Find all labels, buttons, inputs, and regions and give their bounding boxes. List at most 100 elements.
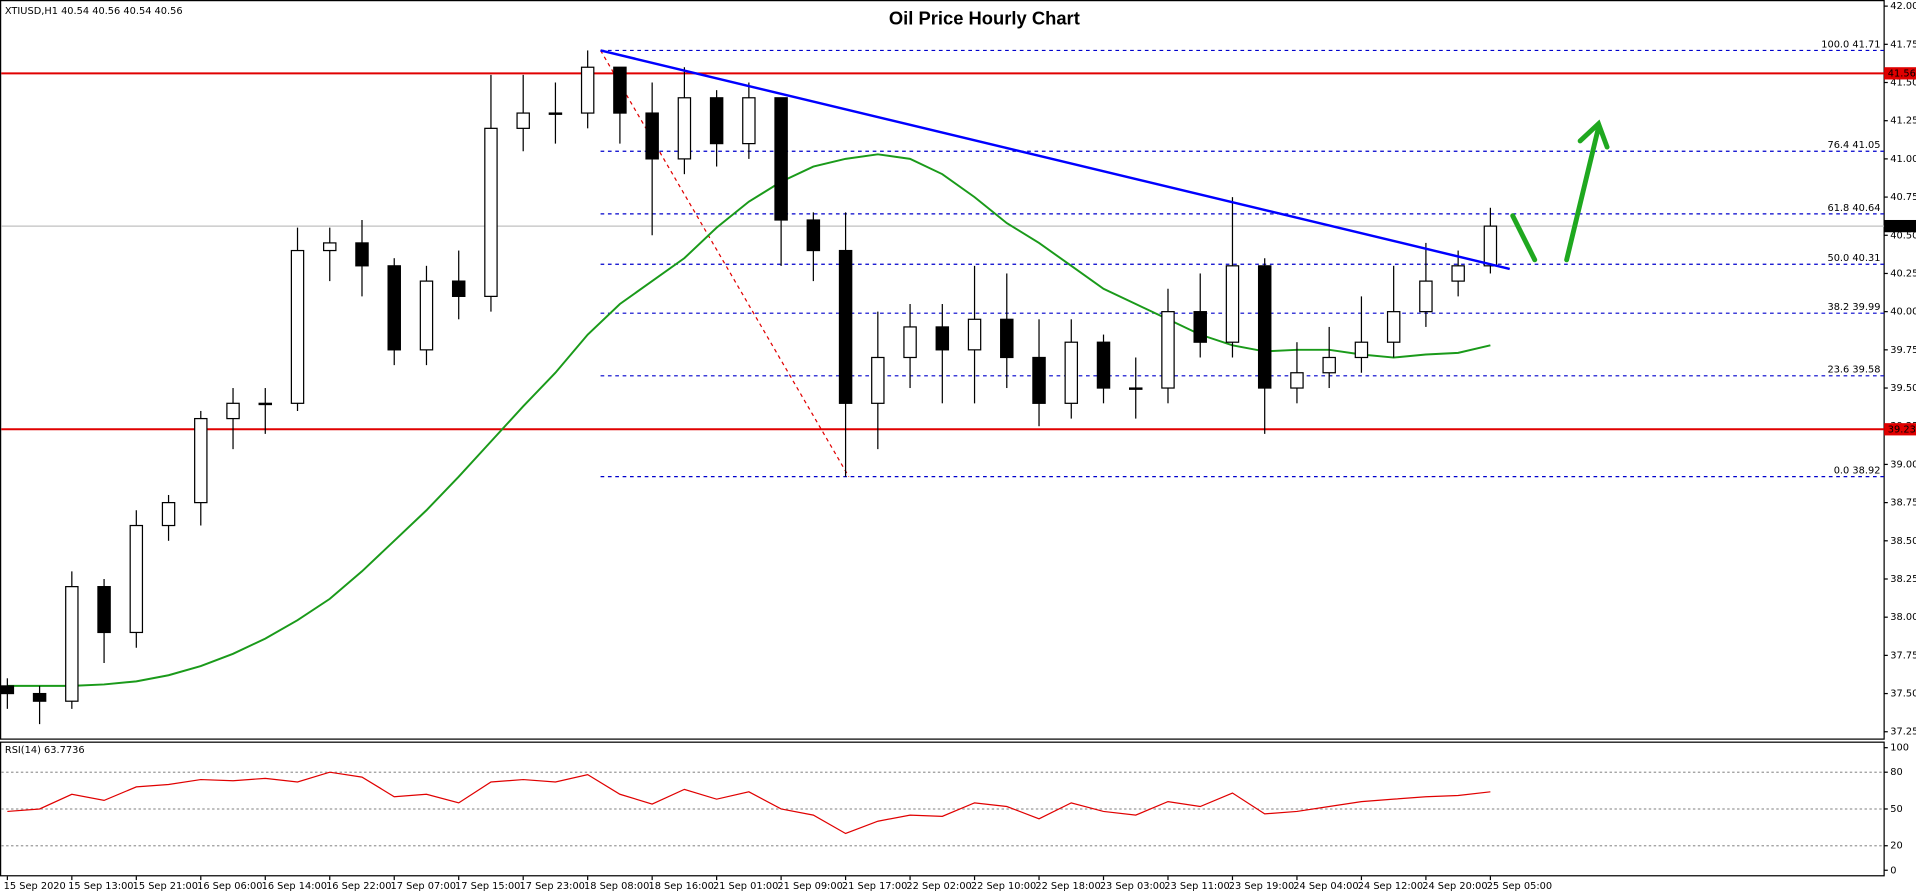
moving-average — [7, 153, 1491, 687]
level-box — [1884, 423, 1916, 436]
current-price-box — [1884, 219, 1916, 233]
candle-body — [65, 586, 79, 702]
candle-body — [129, 524, 144, 634]
current-price-label: 40.56 — [1888, 221, 1916, 232]
x-tick-label: 24 Sep 04:00 — [1293, 881, 1358, 892]
x-tick-label: 17 Sep 07:00 — [391, 881, 456, 892]
fib-label: 100.0 41.71 — [1821, 39, 1880, 50]
candle-body — [742, 97, 756, 145]
x-tick-label: 24 Sep 20:00 — [1422, 881, 1487, 892]
rsi-tick-label: 80 — [1890, 767, 1902, 778]
x-tick-label: 16 Sep 22:00 — [326, 881, 391, 892]
arrow-up — [1564, 125, 1601, 263]
candle-body — [1064, 341, 1079, 404]
candle-body — [1257, 265, 1272, 389]
trendline — [600, 49, 1511, 271]
candle-body — [645, 112, 659, 160]
y-tick-label: 42.00 — [1890, 1, 1916, 12]
x-tick-label: 23 Sep 11:00 — [1164, 881, 1229, 892]
candle-body — [1483, 225, 1498, 267]
x-tick-label: 21 Sep 09:00 — [777, 881, 842, 892]
rsi-tick-label: 100 — [1890, 743, 1909, 754]
candle-body — [451, 280, 466, 297]
candle-body — [677, 97, 692, 160]
fib-label: 76.4 41.05 — [1827, 140, 1880, 151]
x-tick-label: 21 Sep 17:00 — [842, 881, 907, 892]
arrow-head — [1577, 119, 1610, 150]
candle-body — [1290, 372, 1304, 389]
x-tick-label: 24 Sep 12:00 — [1358, 881, 1423, 892]
y-tick-label: 39.75 — [1890, 345, 1916, 356]
symbol-header: XTIUSD,H1 40.54 40.56 40.54 40.56 — [5, 6, 183, 17]
candle-body — [290, 249, 305, 404]
candle-body — [387, 265, 401, 351]
candle-body — [1419, 280, 1433, 313]
level-box — [1884, 67, 1916, 80]
candle-body — [516, 112, 530, 129]
fib-label: 0.0 38.92 — [1834, 466, 1881, 477]
x-tick-label: 17 Sep 15:00 — [455, 881, 520, 892]
candle-body — [1225, 265, 1240, 343]
candle-body — [1354, 341, 1369, 359]
y-tick-label: 38.50 — [1890, 536, 1916, 547]
candle-body — [355, 242, 369, 267]
candle-body — [1322, 356, 1336, 374]
y-tick-label: 40.25 — [1890, 268, 1916, 279]
y-tick-label: 41.25 — [1890, 116, 1916, 127]
candle-body — [1096, 341, 1111, 389]
candle-body — [838, 249, 853, 404]
x-tick-label: 23 Sep 19:00 — [1229, 881, 1294, 892]
x-tick-label: 18 Sep 16:00 — [648, 881, 713, 892]
x-tick-label: 16 Sep 14:00 — [262, 881, 327, 892]
fib-swing — [600, 50, 850, 477]
x-tick-label: 22 Sep 18:00 — [1035, 881, 1100, 892]
y-tick-label: 38.75 — [1890, 498, 1916, 509]
arrow-pullback — [1510, 213, 1538, 263]
candle-body — [419, 280, 434, 351]
candle-body — [709, 97, 724, 145]
x-tick-label: 16 Sep 06:00 — [197, 881, 262, 892]
x-tick-label: 23 Sep 03:00 — [1100, 881, 1165, 892]
candle-body — [613, 66, 627, 114]
candle-body — [32, 692, 47, 702]
candle-body — [871, 356, 885, 404]
candle-body — [0, 685, 15, 695]
y-tick-label: 38.00 — [1890, 612, 1916, 623]
fib-label: 23.6 39.58 — [1827, 365, 1880, 376]
x-tick-label: 21 Sep 01:00 — [713, 881, 778, 892]
y-tick-label: 37.25 — [1890, 727, 1916, 738]
y-tick-label: 38.25 — [1890, 574, 1916, 585]
y-tick-label: 39.00 — [1890, 459, 1916, 470]
fib-label: 38.2 39.99 — [1827, 302, 1880, 313]
y-tick-label: 37.75 — [1890, 650, 1916, 661]
chart-title: Oil Price Hourly Chart — [889, 7, 1080, 28]
candle-body — [1129, 387, 1143, 390]
x-tick-label: 15 Sep 2020 — [4, 881, 66, 892]
rsi-tick-label: 0 — [1890, 865, 1896, 876]
candle-body — [1193, 311, 1207, 343]
x-tick-label: 22 Sep 10:00 — [971, 881, 1036, 892]
candle-body — [806, 219, 821, 252]
x-tick-label: 22 Sep 02:00 — [906, 881, 971, 892]
candle-body — [323, 242, 337, 252]
y-tick-label: 41.50 — [1890, 78, 1916, 89]
level-label: 41.56 — [1888, 68, 1916, 79]
rsi-panel — [0, 741, 1885, 877]
candle-body — [226, 402, 240, 420]
x-tick-label: 18 Sep 08:00 — [584, 881, 649, 892]
candle-body — [258, 402, 273, 406]
rsi-title: RSI(14) 63.7736 — [5, 745, 85, 756]
x-tick-label: 17 Sep 23:00 — [520, 881, 585, 892]
candle-body — [484, 127, 498, 297]
rsi-tick-label: 50 — [1890, 804, 1902, 815]
x-tick-label: 25 Sep 05:00 — [1487, 881, 1552, 892]
y-tick-label: 41.00 — [1890, 154, 1916, 165]
rsi-tick-label: 20 — [1890, 841, 1902, 852]
candle-body — [1386, 311, 1401, 343]
candle-body — [903, 326, 917, 359]
x-tick-label: 15 Sep 21:00 — [133, 881, 198, 892]
y-tick-label: 40.50 — [1890, 230, 1916, 241]
level-label: 39.23 — [1888, 424, 1916, 435]
